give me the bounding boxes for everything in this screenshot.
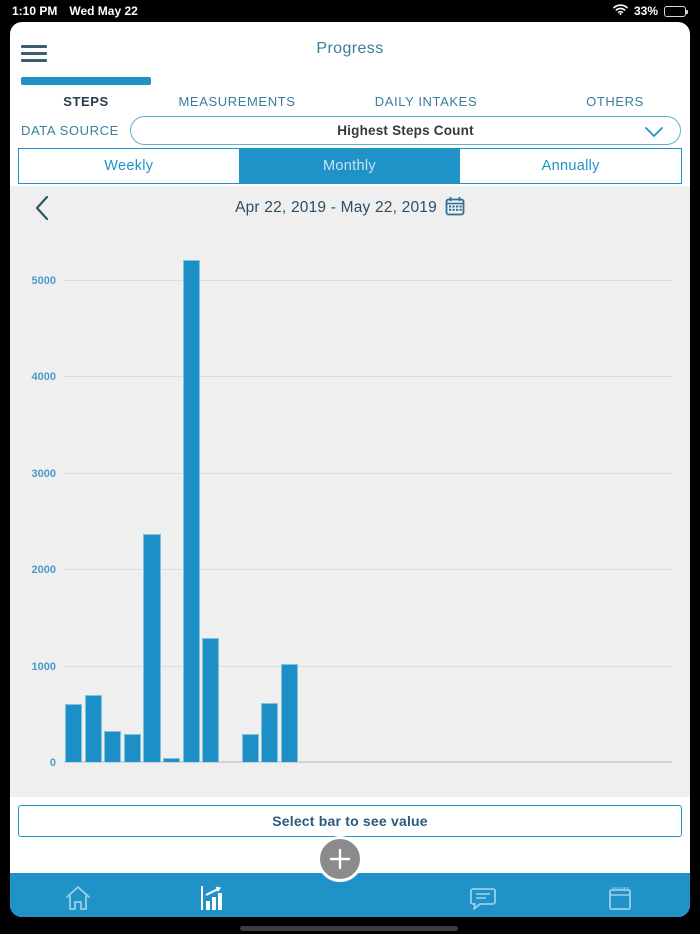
chart-bar[interactable] (65, 704, 83, 762)
y-axis-label: 1000 (31, 660, 56, 673)
home-icon (63, 886, 93, 917)
bar-chart-icon (198, 886, 228, 917)
status-time: 1:10 PM (12, 4, 58, 18)
chat-bubble-icon (468, 888, 498, 917)
chart-bar[interactable] (104, 731, 122, 762)
tab-measurements[interactable]: MEASUREMENTS (178, 93, 296, 109)
period-segmented-control: Weekly Monthly Annually (18, 148, 682, 184)
tab-active-indicator (21, 77, 151, 85)
nav-progress-button[interactable] (198, 883, 228, 913)
gridline-5000 (64, 280, 672, 281)
header: Progress (10, 22, 690, 75)
y-axis-label: 5000 (31, 275, 56, 287)
date-navigation-row: Apr 22, 2019 - May 22, 2019 (10, 186, 690, 230)
data-source-dropdown[interactable]: Highest Steps Count (130, 116, 681, 145)
chart-bar[interactable] (241, 734, 259, 762)
y-axis-label: 3000 (31, 467, 56, 480)
chart-bar[interactable] (143, 533, 161, 762)
plus-icon (329, 848, 351, 870)
data-source-label: DATA SOURCE (21, 123, 119, 138)
gridline-2000 (64, 569, 672, 571)
wifi-icon (613, 4, 628, 18)
status-date: Wed May 22 (69, 4, 138, 18)
add-entry-fab[interactable] (317, 836, 363, 882)
top-tabs: STEPS MEASUREMENTS DAILY INTAKES OTHERS (10, 85, 690, 117)
clipboard-icon (605, 887, 635, 917)
battery-icon (664, 5, 688, 17)
nav-home-button[interactable] (63, 883, 93, 913)
chart-bar[interactable] (123, 734, 141, 762)
select-bar-hint-button[interactable]: Select bar to see value (18, 805, 682, 837)
chart-bar[interactable] (280, 663, 298, 762)
chart-bar[interactable] (182, 259, 200, 762)
date-range-label: Apr 22, 2019 - May 22, 2019 (235, 199, 437, 216)
nav-messages-button[interactable] (468, 883, 498, 913)
bottom-nav-bar (10, 873, 690, 917)
chart-bar[interactable] (163, 758, 181, 762)
gridline-1000 (64, 665, 672, 667)
menu-button[interactable] (21, 45, 47, 66)
gridline-0 (64, 761, 672, 763)
battery-percent: 33% (633, 4, 658, 18)
chart-bar[interactable] (261, 702, 279, 762)
date-range-picker[interactable]: Apr 22, 2019 - May 22, 2019 (10, 186, 690, 230)
chevron-down-icon (644, 125, 664, 143)
calendar-icon (445, 196, 465, 221)
segment-monthly[interactable]: Monthly (239, 149, 461, 183)
tab-others[interactable]: OTHERS (586, 93, 644, 109)
app-window: Progress STEPS MEASUREMENTS DAILY INTAKE… (10, 22, 690, 917)
previous-period-button[interactable] (34, 195, 60, 221)
nav-plan-button[interactable] (605, 883, 635, 913)
tab-daily-intakes[interactable]: DAILY INTAKES (374, 93, 478, 109)
y-axis-label: 2000 (31, 564, 56, 577)
data-source-value: Highest Steps Count (337, 123, 474, 138)
chart-bar[interactable] (84, 695, 102, 762)
data-source-row: DATA SOURCE Highest Steps Count (10, 115, 690, 147)
y-axis-label: 4000 (31, 371, 56, 384)
gridline-3000 (64, 472, 672, 474)
bar-chart-plot: 0 1000 2000 3000 4000 5000 (32, 259, 672, 769)
home-indicator[interactable] (240, 926, 458, 931)
segment-annually[interactable]: Annually (541, 158, 600, 174)
tab-steps[interactable]: STEPS (63, 93, 109, 109)
select-bar-hint-label: Select bar to see value (272, 813, 428, 829)
segment-weekly[interactable]: Weekly (19, 149, 240, 183)
chart-bar[interactable] (202, 637, 220, 762)
gridline-4000 (64, 376, 672, 378)
page-title: Progress (316, 40, 384, 57)
status-bar: 1:10 PM Wed May 22 33% (0, 0, 700, 22)
y-axis-label: 0 (49, 757, 56, 769)
chart-section: Apr 22, 2019 - May 22, 2019 0 1000 2000 300… (10, 186, 690, 797)
